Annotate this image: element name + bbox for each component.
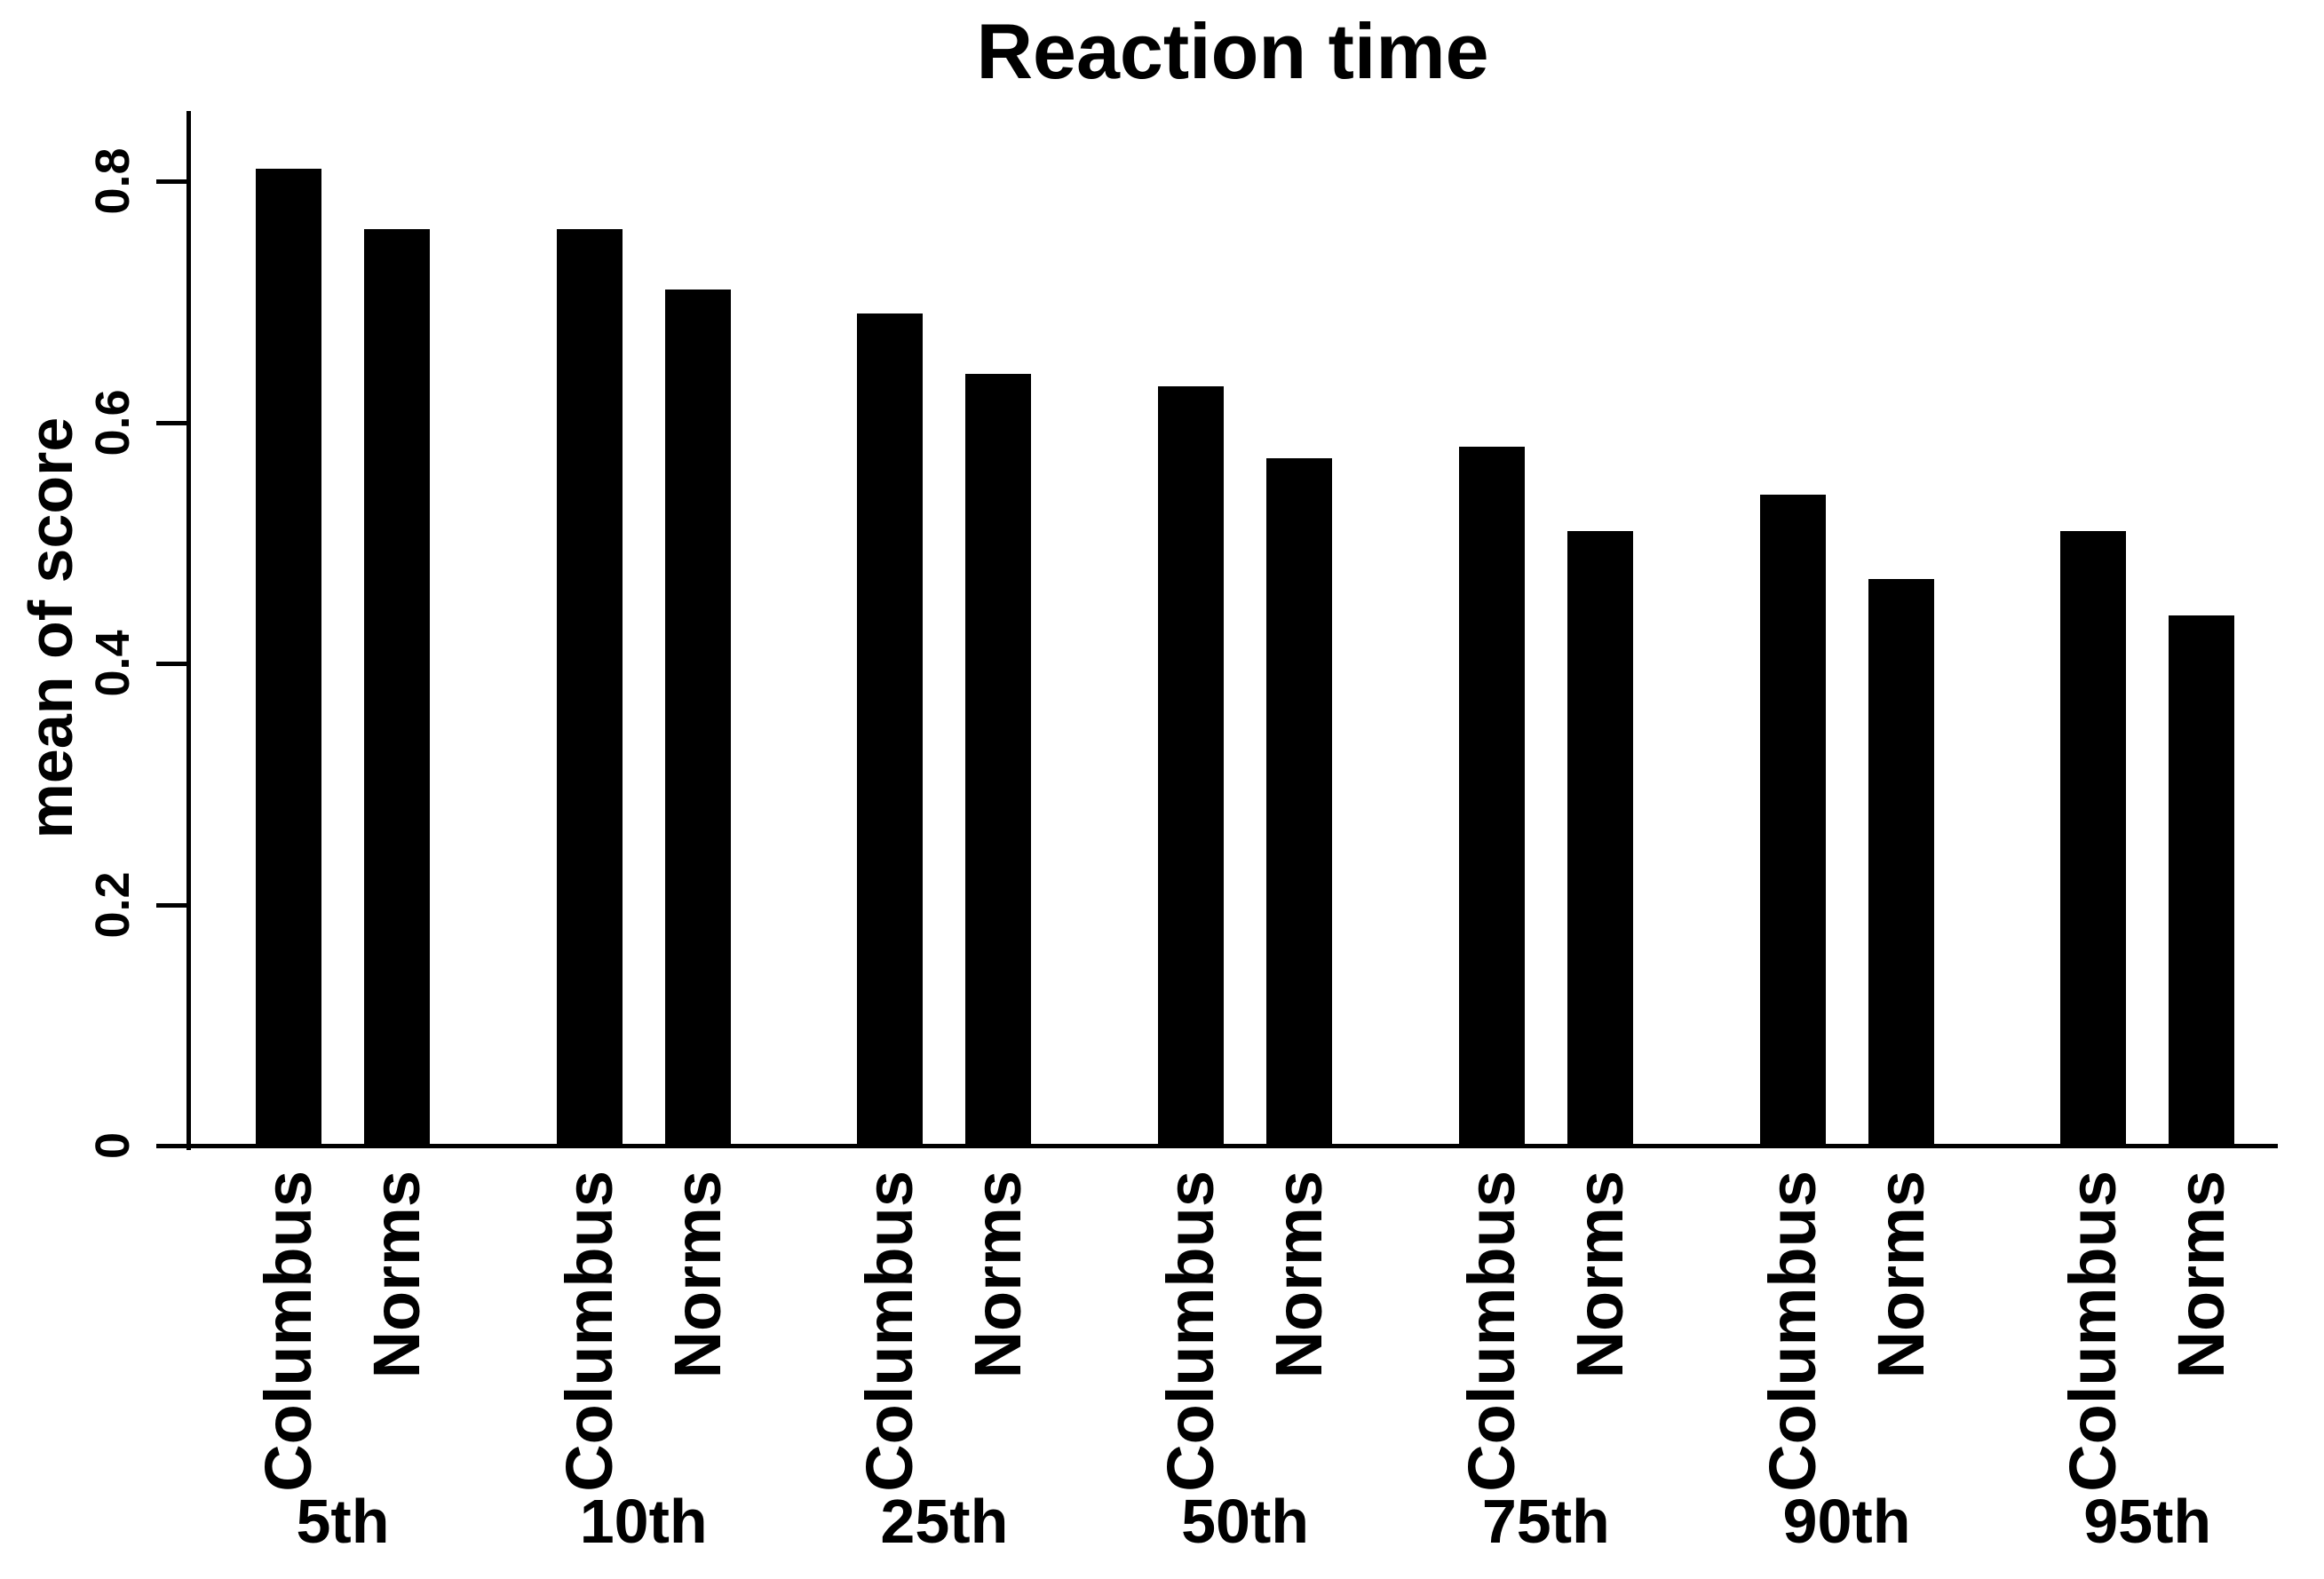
bar-norms-90th: [1868, 578, 1934, 1146]
chart-title: Reaction time: [976, 7, 1489, 95]
bar-columbus-50th: [1158, 385, 1225, 1146]
bar-series-label: Norms: [1562, 1170, 1637, 1379]
category-label: 5th: [296, 1487, 390, 1556]
y-tick-label: 0.6: [86, 388, 139, 456]
bar-norms-95th: [2169, 615, 2235, 1146]
bar-series-label: Columbus: [551, 1170, 626, 1492]
bar-norms-25th: [965, 374, 1032, 1146]
bar-series-label: Norms: [660, 1170, 734, 1379]
bar-series-label: Norms: [961, 1170, 1035, 1379]
bar-columbus-5th: [256, 169, 321, 1146]
category-label: 75th: [1481, 1487, 1610, 1556]
bar-series-label: Columbus: [251, 1170, 325, 1492]
category-label: 50th: [1181, 1487, 1310, 1556]
bar-norms-50th: [1266, 458, 1333, 1146]
y-tick-label: 0.8: [86, 147, 139, 215]
y-tick-mark: [156, 662, 186, 666]
bar-norms-5th: [364, 229, 430, 1146]
bar-series-label: Norms: [1863, 1170, 1938, 1379]
y-tick-mark: [156, 1144, 186, 1148]
bar-series-label: Norms: [360, 1170, 433, 1379]
bar-norms-75th: [1567, 530, 1633, 1146]
bar-series-label: Columbus: [853, 1170, 927, 1492]
bar-series-label: Columbus: [1755, 1170, 1829, 1492]
bar-columbus-90th: [1759, 494, 1826, 1146]
bar-columbus-75th: [1458, 446, 1525, 1146]
bar-series-label: Norms: [2164, 1170, 2239, 1379]
y-axis-line: [186, 111, 191, 1150]
category-label: 95th: [2083, 1487, 2212, 1556]
category-label: 90th: [1782, 1487, 1911, 1556]
bar-columbus-25th: [857, 313, 924, 1146]
category-label: 25th: [880, 1487, 1009, 1556]
bar-series-label: Columbus: [2056, 1170, 2130, 1492]
bar-series-label: Columbus: [1154, 1170, 1228, 1492]
bar-columbus-10th: [556, 229, 623, 1146]
y-tick-label: 0: [86, 1131, 139, 1160]
bar-series-label: Columbus: [1454, 1170, 1528, 1492]
y-tick-mark: [156, 902, 186, 908]
category-label: 10th: [579, 1487, 708, 1556]
y-tick-mark: [156, 420, 186, 425]
x-axis-line: [186, 1144, 2278, 1148]
y-axis-label: mean of score: [16, 417, 85, 839]
bar-series-label: Norms: [1262, 1170, 1336, 1379]
y-tick-mark: [156, 179, 186, 184]
y-tick-label: 0.4: [86, 630, 139, 697]
bar-columbus-95th: [2060, 530, 2127, 1146]
bar-norms-10th: [664, 290, 731, 1146]
y-tick-label: 0.2: [86, 870, 139, 939]
